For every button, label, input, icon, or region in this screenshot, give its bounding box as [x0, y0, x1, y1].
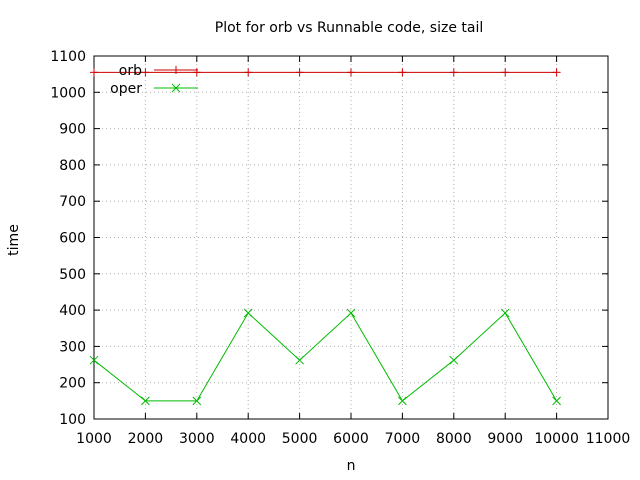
series-line-oper [93, 312, 558, 402]
x-tick-label: 1000 [76, 431, 112, 447]
y-tick-label: 400 [59, 303, 86, 319]
data-point-oper-d2 [346, 308, 356, 318]
y-tick-label: 700 [59, 194, 86, 210]
data-point-oper-d2 [449, 355, 459, 365]
data-point-oper [552, 396, 561, 406]
legend-item-orb: orb [119, 63, 198, 79]
axis-ticks: 100 200 300 400 500 600 700 800 900 1000 1100 1000 2… [50, 49, 630, 447]
data-point-oper [398, 396, 407, 406]
x-tick-label: 7000 [385, 431, 421, 447]
chart-title: Plot for orb vs Runnable code, size tail [215, 20, 483, 36]
series-orb [90, 68, 561, 77]
y-tick-label: 1100 [50, 49, 86, 65]
y-axis-label: time [6, 224, 22, 256]
legend-marker-oper [171, 83, 181, 93]
data-point-oper-d2 [89, 355, 99, 365]
data-point-oper-d2 [398, 396, 407, 406]
data-point-oper-d2 [243, 308, 253, 318]
legend-marker-oper-d2 [171, 83, 181, 93]
data-point-oper-d2 [141, 396, 150, 406]
data-point-orb [347, 68, 355, 77]
legend-label-oper: oper [110, 81, 142, 97]
y-tick-label: 200 [59, 376, 86, 392]
data-point-orb [552, 68, 561, 77]
series-layer [89, 68, 561, 406]
x-tick-label: 4000 [230, 431, 266, 447]
x-tick-label: 8000 [436, 431, 472, 447]
data-point-oper [346, 308, 356, 318]
data-point-orb [90, 68, 98, 77]
data-point-oper [243, 308, 253, 318]
data-point-oper-d2 [500, 308, 510, 318]
data-point-orb [244, 68, 253, 77]
x-tick-label: 11000 [586, 431, 631, 447]
x-tick-label: 2000 [128, 431, 164, 447]
x-axis-label: n [347, 458, 356, 474]
data-point-oper [141, 396, 150, 406]
x-tick-label: 5000 [282, 431, 318, 447]
data-point-orb [398, 68, 407, 77]
x-tick-label: 6000 [333, 431, 369, 447]
y-tick-label: 800 [59, 158, 86, 174]
data-point-orb [295, 68, 304, 77]
x-tick-label: 3000 [179, 431, 215, 447]
data-point-oper-d2 [552, 396, 561, 406]
legend-label-orb: orb [119, 63, 142, 79]
legend-marker-orb [172, 66, 180, 74]
y-tick-label: 100 [59, 412, 86, 428]
grid-lines [94, 56, 608, 419]
data-point-oper [500, 308, 510, 318]
data-point-oper-d2 [192, 396, 202, 406]
y-tick-label: 500 [59, 267, 86, 283]
data-point-oper [449, 355, 459, 365]
x-tick-label: 10000 [534, 431, 579, 447]
y-tick-label: 600 [59, 231, 86, 247]
x-tick-label: 9000 [487, 431, 523, 447]
data-point-oper [89, 355, 99, 365]
y-tick-label: 1000 [50, 85, 86, 101]
data-point-orb [449, 68, 458, 77]
legend: orb oper [110, 63, 198, 97]
data-point-oper [295, 355, 304, 365]
data-point-orb [141, 68, 150, 77]
y-tick-label: 900 [59, 122, 86, 138]
data-point-oper-d2 [295, 355, 304, 365]
series-oper [89, 308, 561, 406]
y-tick-label: 300 [59, 339, 86, 355]
data-point-orb [501, 68, 510, 77]
data-point-oper [192, 396, 202, 406]
legend-item-oper: oper [110, 81, 198, 97]
